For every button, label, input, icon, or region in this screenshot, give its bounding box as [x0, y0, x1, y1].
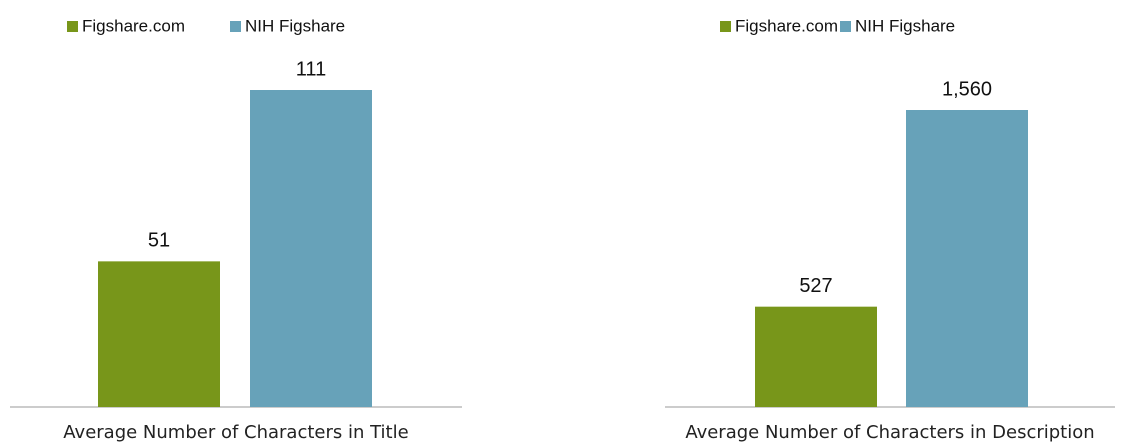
- legend-label: NIH Figshare: [245, 16, 345, 35]
- legend-swatch: [840, 21, 851, 32]
- bar: [906, 110, 1028, 407]
- legend-label: NIH Figshare: [855, 16, 955, 35]
- legend-swatch: [230, 21, 241, 32]
- data-label: 1,560: [942, 78, 992, 100]
- x-axis-label: Average Number of Characters in Descript…: [685, 422, 1094, 443]
- bar: [250, 90, 372, 407]
- legend-label: Figshare.com: [82, 16, 185, 35]
- legend-swatch: [67, 21, 78, 32]
- data-label: 51: [148, 230, 170, 252]
- data-label: 527: [799, 275, 832, 297]
- bar: [755, 306, 877, 407]
- data-label: 111: [296, 58, 326, 80]
- legend-label: Figshare.com: [735, 16, 838, 35]
- bar: [98, 261, 220, 407]
- x-axis-label: Average Number of Characters in Title: [63, 422, 408, 443]
- legend-swatch: [720, 21, 731, 32]
